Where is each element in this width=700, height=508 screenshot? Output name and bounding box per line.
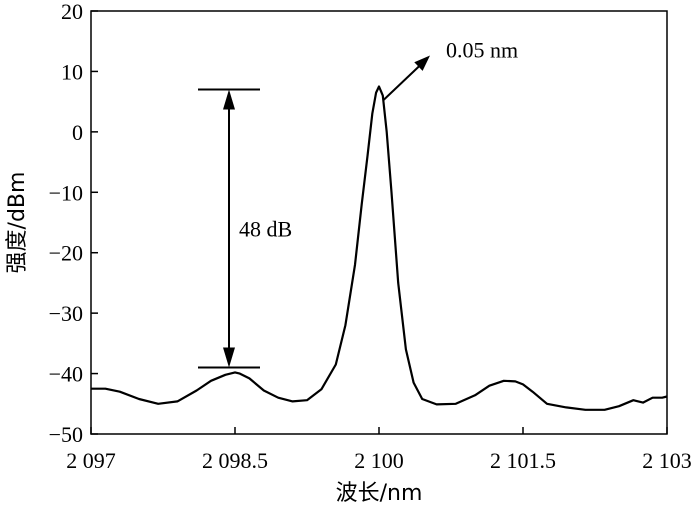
- y-tick-label: −30: [49, 301, 83, 326]
- extinction-arrowhead-top: [223, 89, 235, 110]
- x-ticks: 2 097 2 098.5 2 100 2 101.5 2 103: [66, 427, 692, 473]
- x-tick-label: 2 103: [642, 448, 692, 473]
- x-tick-label: 2 097: [66, 448, 116, 473]
- linewidth-arrow-shaft: [382, 62, 423, 102]
- y-tick-label: −20: [49, 241, 83, 266]
- linewidth-marker: [382, 55, 430, 102]
- y-tick-label: −40: [49, 362, 83, 387]
- extinction-arrowhead-bottom: [223, 347, 235, 368]
- x-tick-label: 2 098.5: [202, 448, 268, 473]
- spectrum-line: [91, 85, 668, 411]
- y-tick-label: 20: [61, 0, 83, 24]
- linewidth-arrowhead: [414, 55, 430, 71]
- y-ticks: 20 10 0 −10 −20 −30 −40 −50: [49, 0, 98, 447]
- y-tick-label: 10: [61, 59, 83, 84]
- extinction-ratio-marker: [198, 88, 260, 369]
- x-tick-label: 2 101.5: [490, 448, 556, 473]
- y-tick-label: −50: [49, 422, 83, 447]
- y-axis-title: 强度/dBm: [5, 172, 30, 274]
- x-axis-title: 波长/nm: [336, 481, 423, 506]
- y-tick-label: 0: [72, 120, 83, 145]
- extinction-ratio-label: 48 dB: [239, 217, 292, 242]
- x-tick-label: 2 100: [354, 448, 404, 473]
- y-tick-label: −10: [49, 180, 83, 205]
- linewidth-label: 0.05 nm: [446, 38, 518, 63]
- plot-frame: [90, 10, 668, 435]
